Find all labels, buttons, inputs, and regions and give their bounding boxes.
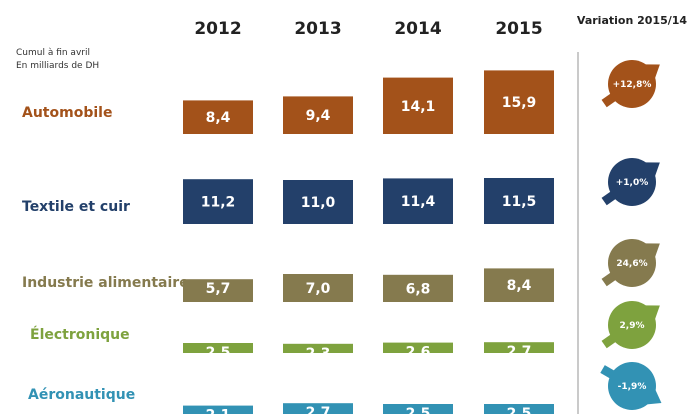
bar-a-ronautique-2015	[484, 404, 554, 414]
bar-value-label: 8,4	[206, 110, 231, 126]
unit-note-line: En milliards de DH	[16, 61, 99, 71]
variation-value: 2,9%	[620, 321, 645, 331]
bar-value-label: 2,5	[507, 406, 532, 414]
bar-automobile-2013	[283, 96, 353, 134]
bar-textile-et-cuir-2013	[283, 180, 353, 224]
bar-automobile-2015	[484, 70, 554, 134]
year-header-2014: 2014	[394, 19, 441, 39]
bar-automobile-2014	[383, 77, 453, 134]
bar-value-label: 11,4	[401, 194, 436, 210]
bar-value-label: 2,6	[406, 345, 431, 361]
bar-value-label: 2,5	[406, 406, 431, 414]
category-label: Électronique	[30, 326, 130, 343]
bar-a-ronautique-2014	[383, 404, 453, 414]
category-label: Industrie alimentaire	[22, 275, 189, 291]
bar-a-ronautique-2013	[283, 403, 353, 414]
variation-arrow-icon	[601, 301, 660, 349]
variation-circle	[608, 239, 656, 287]
category-label: Textile et cuir	[22, 199, 130, 215]
variation-circle	[608, 362, 656, 410]
bar-value-label: 15,9	[502, 95, 537, 111]
bar-a-ronautique-2012	[183, 405, 253, 414]
variation-arrow-icon	[601, 158, 660, 206]
variation-circle	[608, 301, 656, 349]
variation-value: -1,9%	[618, 382, 647, 392]
category-label: Aéronautique	[28, 387, 135, 403]
bar-textile-et-cuir-2015	[484, 178, 554, 224]
bar-value-label: 11,0	[301, 195, 336, 211]
bar-value-label: 6,8	[406, 281, 431, 297]
variation-circle	[608, 158, 656, 206]
bar--lectronique-2015	[484, 342, 554, 353]
variation-value: 24,6%	[616, 259, 647, 269]
bar-value-label: 11,5	[502, 194, 537, 210]
bar--lectronique-2014	[383, 342, 453, 353]
variation-arrow-icon	[601, 239, 660, 287]
year-header-2015: 2015	[495, 19, 542, 39]
variation-title: Variation 2015/14	[577, 14, 687, 27]
bar-value-label: 9,4	[306, 108, 331, 124]
variation-arrow-icon	[601, 60, 660, 108]
bar--lectronique-2012	[183, 343, 253, 353]
variation-value: +12,8%	[613, 80, 652, 90]
unit-note-line: Cumul à fin avril	[16, 48, 90, 58]
category-label: Automobile	[22, 105, 112, 121]
bar-value-label: 2,1	[206, 408, 231, 414]
bar-textile-et-cuir-2014	[383, 178, 453, 224]
bar-textile-et-cuir-2012	[183, 179, 253, 224]
bar--lectronique-2013	[283, 343, 353, 353]
variation-arrow-icon	[600, 362, 662, 410]
bar-value-label: 11,2	[201, 195, 236, 211]
variation-circle	[608, 60, 656, 108]
bar-value-label: 2,5	[206, 345, 231, 361]
bar-industrie-alimentaire-2013	[283, 274, 353, 302]
bar-value-label: 8,4	[507, 278, 532, 294]
bar-automobile-2012	[183, 100, 253, 134]
bar-value-label: 7,0	[306, 281, 331, 297]
bar-value-label: 2,3	[306, 346, 331, 362]
bar-industrie-alimentaire-2014	[383, 274, 453, 302]
variation-value: +1,0%	[616, 178, 649, 188]
bar-value-label: 2,7	[306, 405, 331, 414]
year-header-2013: 2013	[294, 19, 341, 39]
bar-value-label: 14,1	[401, 99, 436, 115]
bar-value-label: 2,7	[507, 344, 532, 360]
bar-industrie-alimentaire-2012	[183, 279, 253, 302]
bar-value-label: 5,7	[206, 281, 231, 297]
bar-industrie-alimentaire-2015	[484, 268, 554, 302]
year-header-2012: 2012	[194, 19, 241, 39]
